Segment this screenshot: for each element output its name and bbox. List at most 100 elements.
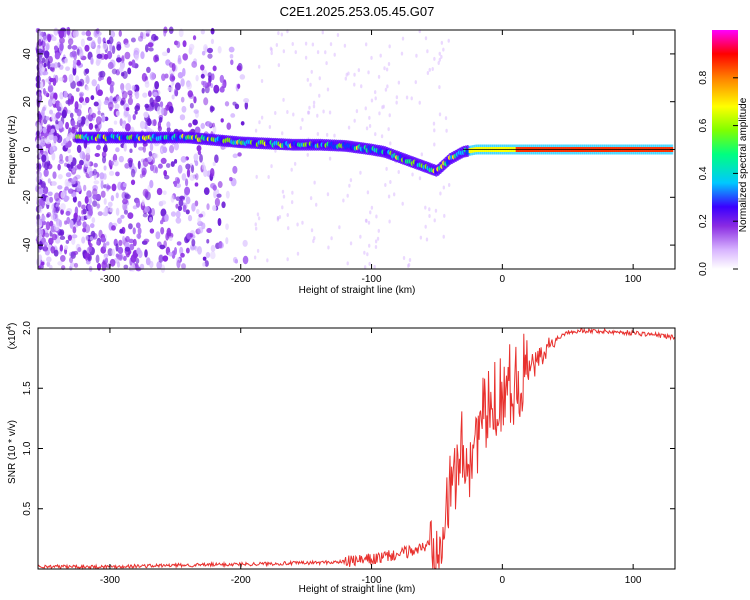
- spectrogram-noise-speck: [156, 261, 163, 270]
- spectrogram-noise-speck: [270, 164, 273, 169]
- spectrogram-noise-speck: [309, 82, 312, 87]
- spectrogram-noise-speck: [142, 188, 149, 197]
- spectrogram-noise-speck: [121, 235, 126, 244]
- spectrogram-noise-speck: [321, 30, 324, 35]
- spectrogram-noise-speck: [237, 83, 241, 89]
- spectrogram-noise-speck: [102, 145, 108, 153]
- spectrogram-noise-speck: [304, 41, 308, 46]
- spectrogram-noise-speck: [210, 38, 215, 45]
- spectrogram-noise-speck: [165, 232, 169, 241]
- spectrogram-noise-speck: [65, 172, 72, 178]
- spectrogram-noise-speck: [433, 142, 436, 147]
- spectrogram-noise-speck: [36, 171, 43, 179]
- spectrogram-noise-speck: [438, 51, 441, 56]
- spectrogram-noise-speck: [123, 209, 129, 215]
- spectrogram-noise-speck: [281, 131, 284, 136]
- spectrogram-noise-speck: [225, 190, 230, 199]
- spectrogram-noise-speck: [214, 154, 219, 164]
- spectrogram-noise-speck: [128, 159, 133, 168]
- spectrogram-noise-speck: [108, 170, 115, 176]
- spectrogram-noise-speck: [144, 249, 148, 258]
- spectrogram-noise-speck: [61, 109, 67, 119]
- spectrogram-noise-speck: [175, 217, 182, 224]
- snr-y-tick-label: 0.5: [22, 501, 33, 515]
- spectrogram-noise-speck: [48, 237, 54, 245]
- spectrogram-noise-speck: [282, 194, 286, 199]
- spectrogram-noise-speck: [42, 106, 46, 112]
- spectrogram-noise-speck: [109, 30, 116, 38]
- spectrogram-noise-speck: [51, 36, 57, 42]
- spectrogram-noise-speck: [106, 50, 113, 60]
- spectrogram-noise-speck: [438, 57, 442, 62]
- spectrogram-noise-speck: [270, 47, 273, 52]
- spectrogram-noise-speck: [141, 72, 148, 82]
- spectrogram-noise-speck: [92, 200, 98, 208]
- spectrogram-noise-speck: [445, 128, 448, 133]
- spectrogram-noise-speck: [178, 28, 184, 38]
- spectrogram-noise-speck: [43, 62, 47, 68]
- spectrogram-noise-speck: [424, 205, 427, 210]
- spectrogram-noise-speck: [116, 254, 123, 260]
- spectrogram-noise-speck: [304, 55, 308, 60]
- spectrogram-noise-speck: [87, 161, 91, 167]
- spectrogram-noise-speck: [142, 213, 148, 218]
- spectrogram-noise-speck: [132, 114, 136, 121]
- spectrogram-noise-speck: [383, 66, 386, 71]
- spectrogram-noise-speck: [135, 222, 141, 229]
- spectrogram-noise-speck: [120, 214, 125, 219]
- spectrogram-noise-speck: [379, 53, 382, 58]
- spectrogram-noise-speck: [189, 102, 194, 109]
- spectrogram-noise-speck: [167, 86, 172, 92]
- spectrogram-noise-speck: [41, 215, 46, 222]
- spectrogram-noise-speck: [35, 81, 42, 89]
- spectrogram-noise-speck: [359, 234, 362, 239]
- spectrogram-noise-speck: [232, 153, 238, 159]
- spectrogram-noise-speck: [109, 160, 114, 166]
- spectrogram-noise-speck: [128, 223, 133, 230]
- spectrogram-noise-speck: [202, 256, 207, 261]
- spectrogram-noise-speck: [177, 205, 183, 212]
- spectrogram-noise-speck: [290, 200, 294, 205]
- spectrogram-noise-speck: [210, 244, 216, 253]
- spectrogram-noise-speck: [55, 112, 61, 119]
- spectrogram-noise-speck: [69, 112, 74, 119]
- spectrogram-noise-speck: [206, 203, 210, 210]
- spectrogram-noise-speck: [81, 31, 86, 36]
- spectrogram-noise-speck: [426, 49, 429, 54]
- spectrogram-noise-speck: [440, 40, 444, 45]
- spectrogram-noise-speck: [377, 228, 380, 233]
- spectrogram-noise-speck: [131, 59, 136, 68]
- spectrogram-noise-speck: [65, 142, 69, 149]
- spectrogram-noise-speck: [152, 99, 158, 105]
- spectrogram-noise-speck: [85, 234, 89, 241]
- spectrogram-noise-speck: [192, 35, 197, 41]
- spectrogram-noise-speck: [366, 190, 370, 195]
- spectrogram-noise-speck: [76, 144, 82, 154]
- spectrogram-noise-speck: [153, 118, 157, 127]
- spectrogram-noise-speck: [325, 61, 328, 66]
- spectrogram-noise-speck: [217, 217, 222, 227]
- spectrogram-noise-speck: [59, 42, 64, 51]
- spectrogram-noise-speck: [188, 122, 193, 128]
- spectrogram-noise-speck: [137, 160, 141, 170]
- spectrogram-noise-speck: [115, 147, 120, 153]
- spectrogram-noise-speck: [110, 195, 115, 202]
- spectrogram-noise-speck: [373, 264, 376, 269]
- spectrogram-noise-speck: [433, 128, 436, 133]
- spectrogram-noise-speck: [105, 241, 110, 246]
- spectrogram-noise-speck: [124, 42, 130, 48]
- spectrogram-noise-speck: [58, 77, 65, 82]
- spectrogram-noise-speck: [133, 47, 140, 56]
- spectrogram-noise-speck: [322, 109, 325, 114]
- spectrogram-noise-speck: [392, 192, 396, 197]
- spectrogram-noise-speck: [51, 181, 57, 186]
- spectrogram-noise-speck: [48, 131, 54, 141]
- spectrogram-noise-speck: [316, 132, 320, 137]
- spectrogram-noise-speck: [165, 163, 171, 168]
- spectrogram-noise-speck: [47, 191, 53, 197]
- spectrogram-noise-speck: [428, 67, 431, 72]
- spectrogram-noise-speck: [213, 190, 217, 199]
- spectrogram-noise-speck: [83, 69, 88, 76]
- spectrogram-noise-speck: [102, 155, 107, 164]
